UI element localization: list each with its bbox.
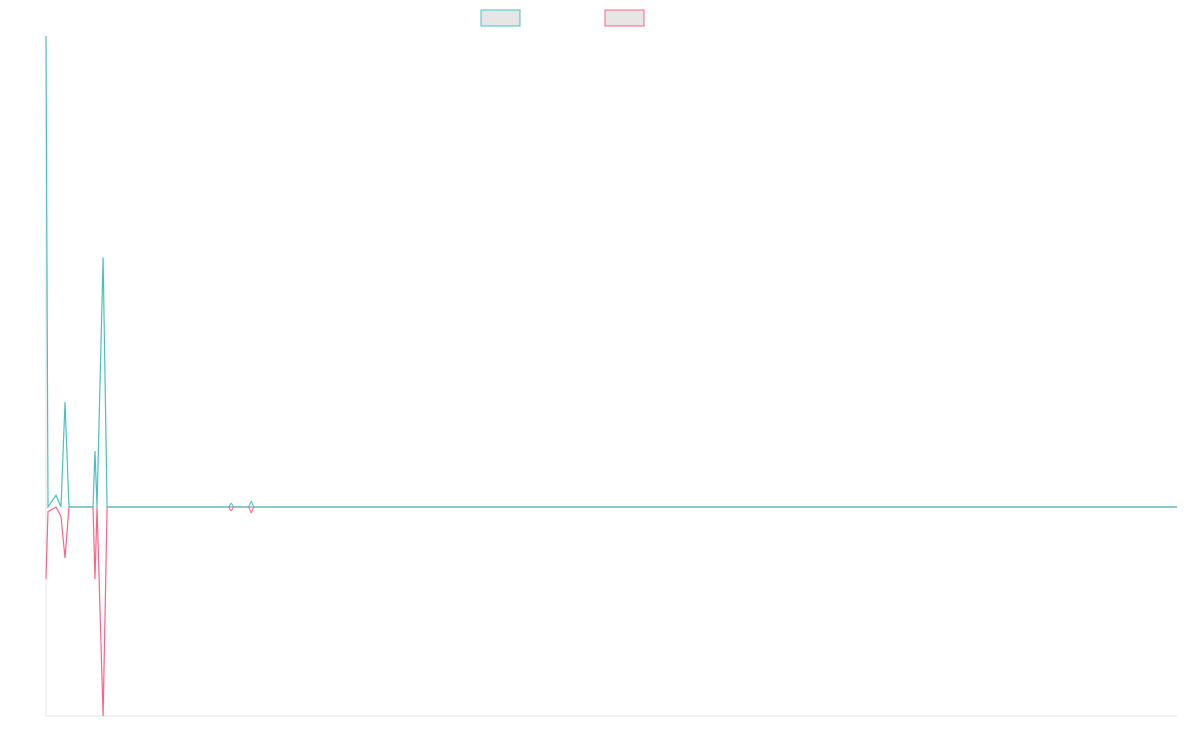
marker-edge-b-1 [250, 506, 255, 514]
marker-series-b-1 [247, 506, 252, 514]
series-a-line [45, 35, 1177, 509]
marker-edge-a-1 [248, 500, 252, 508]
marker-layer [227, 500, 255, 514]
series-layer [45, 35, 1177, 717]
marker-series-a-1 [250, 500, 255, 508]
marker-edge-b-0 [230, 506, 235, 512]
legend-swatch-series-b[interactable] [604, 9, 645, 27]
marker-series-a-0 [230, 502, 235, 508]
series-b-line [45, 506, 1177, 717]
legend-swatch-series-a[interactable] [480, 9, 521, 27]
axes [45, 36, 1177, 717]
marker-series-b-0 [227, 506, 232, 512]
marker-edge-a-0 [228, 502, 232, 508]
legend[interactable] [480, 9, 645, 27]
